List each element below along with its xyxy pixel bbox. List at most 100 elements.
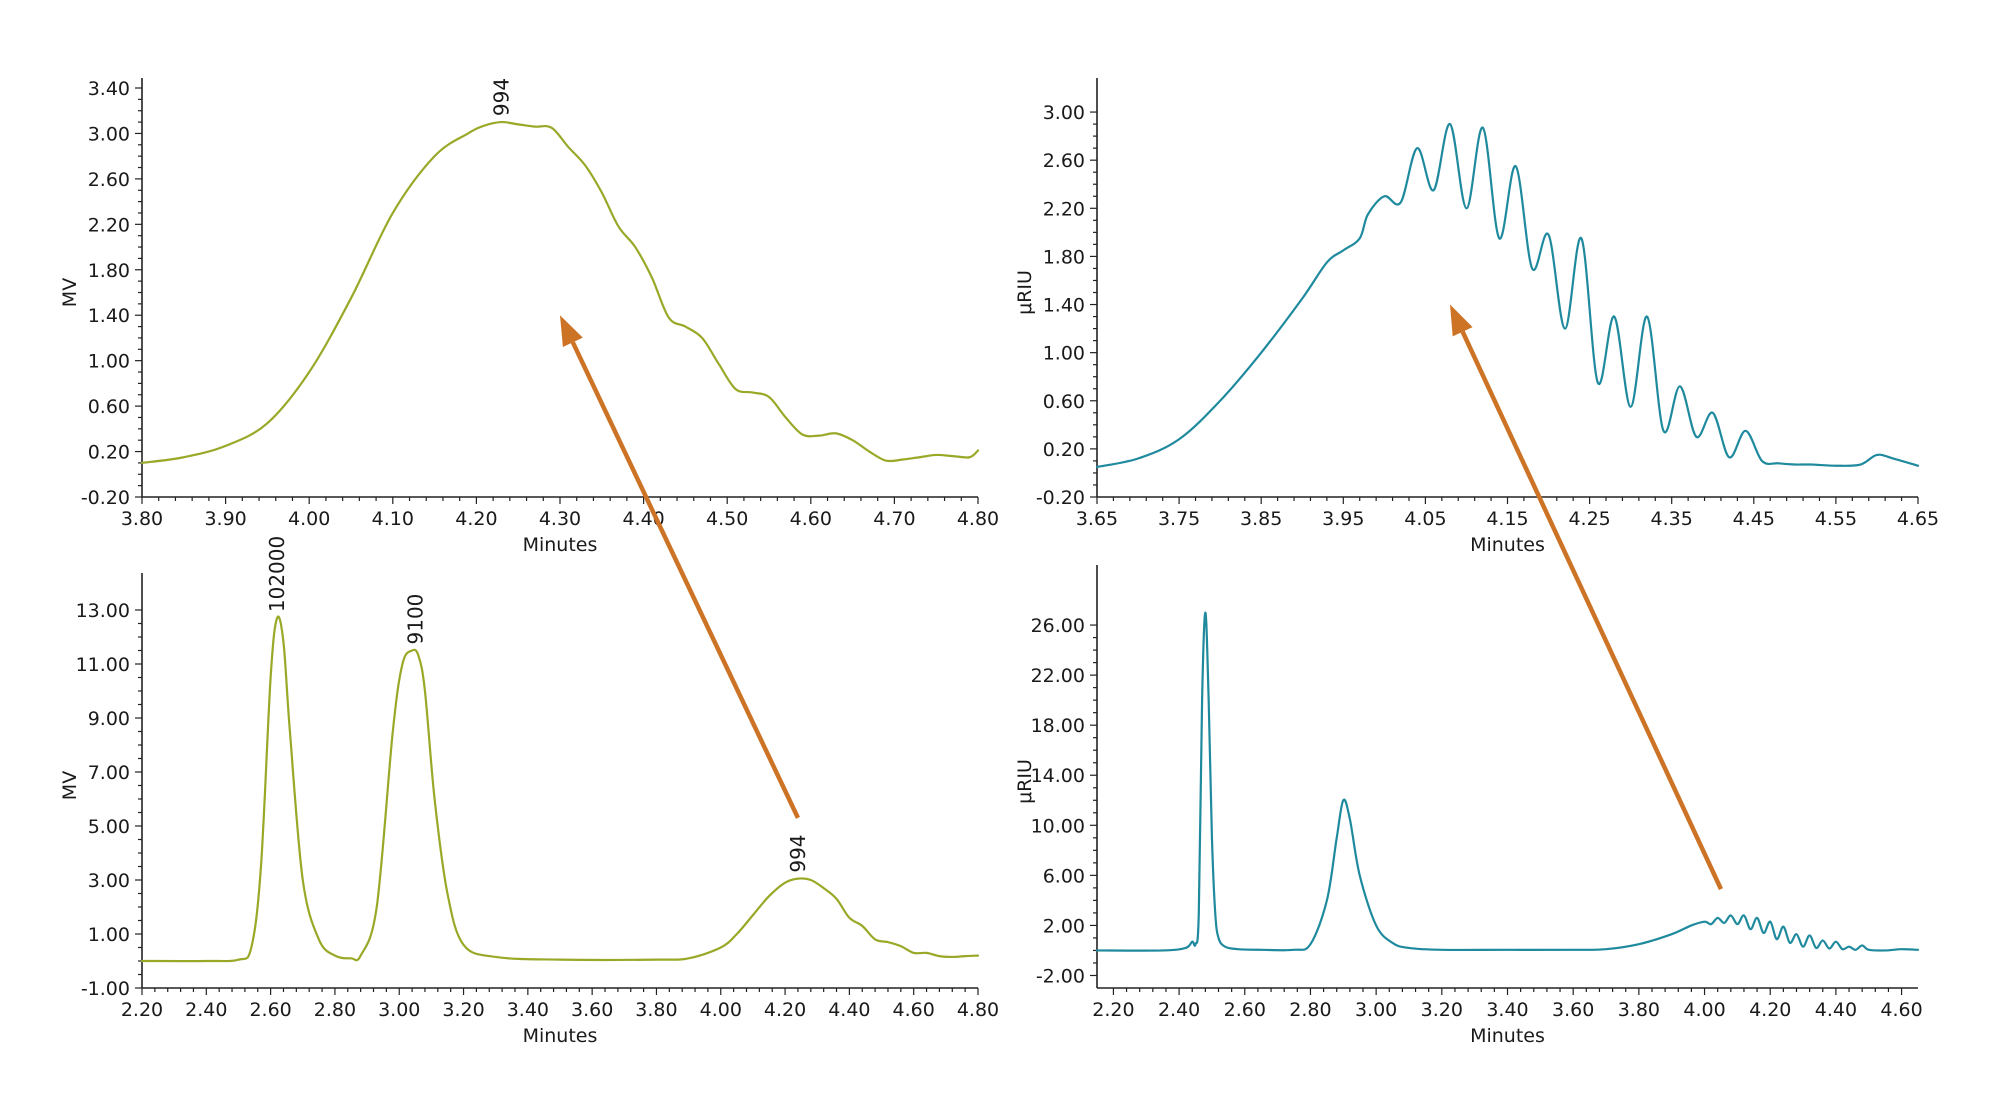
y-axis-title: MV (59, 278, 81, 307)
x-axis-title: Minutes (523, 534, 598, 556)
x-tick-label: 3.20 (1421, 999, 1463, 1021)
y-tick-label: 22.00 (1031, 665, 1085, 687)
x-axis-title: Minutes (1470, 1025, 1545, 1047)
x-tick-label: 4.65 (1897, 508, 1939, 530)
x-tick-label: 4.20 (764, 999, 806, 1021)
y-tick-label: 1.00 (1043, 343, 1085, 365)
x-tick-label: 4.45 (1733, 508, 1775, 530)
peak-label: 102000 (265, 536, 289, 612)
y-tick-label: 7.00 (88, 762, 130, 784)
y-tick-label: 3.00 (1043, 102, 1085, 124)
x-tick-label: 4.25 (1568, 508, 1610, 530)
x-tick-label: 4.80 (957, 508, 999, 530)
y-tick-label: 1.40 (1043, 295, 1085, 317)
x-tick-label: 4.00 (700, 999, 742, 1021)
y-tick-label: 3.00 (88, 123, 130, 145)
x-tick-label: 2.20 (121, 999, 163, 1021)
y-axis-title: MV (59, 771, 81, 800)
y-tick-label: 3.00 (88, 870, 130, 892)
x-tick-label: 3.80 (635, 999, 677, 1021)
y-tick-label: 1.40 (88, 305, 130, 327)
x-tick-label: 4.60 (790, 508, 832, 530)
x-tick-label: 4.00 (288, 508, 330, 530)
y-tick-label: -0.20 (81, 487, 130, 509)
series-line (140, 615, 980, 963)
x-tick-label: 3.00 (1355, 999, 1397, 1021)
x-tick-label: 4.20 (1749, 999, 1791, 1021)
y-tick-label: 2.60 (88, 169, 130, 191)
x-tick-label: 3.75 (1158, 508, 1200, 530)
chart-bottom-right-riu-full: 2.20 2.40 2.60 2.80 3.00 3.20 3.40 3.60 3.80 4.00… (1014, 565, 1923, 1047)
y-tick-label: 14.00 (1031, 765, 1085, 787)
y-tick-label: 1.00 (88, 924, 130, 946)
x-tick-label: 3.65 (1076, 508, 1118, 530)
zoom-arrows (560, 304, 1724, 891)
arrow-head (560, 315, 583, 347)
y-tick-label: 0.60 (88, 396, 130, 418)
x-tick-label: 2.80 (314, 999, 356, 1021)
y-tick-label: 2.20 (1043, 198, 1085, 220)
x-tick-label: 4.00 (1683, 999, 1725, 1021)
peak-label: 994 (489, 78, 513, 116)
x-tick-label: 3.40 (507, 999, 549, 1021)
y-tick-label: 5.00 (88, 816, 130, 838)
x-tick-label: 4.05 (1404, 508, 1446, 530)
arrow-shaft (1460, 330, 1724, 891)
x-tick-label: 4.35 (1651, 508, 1693, 530)
x-tick-label: 4.20 (455, 508, 497, 530)
x-tick-label: 3.85 (1240, 508, 1282, 530)
y-tick-label: 3.40 (88, 78, 130, 100)
y-tick-label: 2.00 (1043, 915, 1085, 937)
x-tick-label: 3.40 (1486, 999, 1528, 1021)
chart-top-right-riu-zoom: 3.65 3.75 3.85 3.95 4.05 4.15 4.25 4.35 4.45 4.55… (1014, 78, 1939, 556)
x-tick-label: 3.80 (121, 508, 163, 530)
x-tick-label: 3.60 (1552, 999, 1594, 1021)
y-tick-label: 0.20 (1043, 439, 1085, 461)
series-line (1095, 611, 1920, 952)
x-tick-label: 4.10 (372, 508, 414, 530)
x-tick-label: 2.60 (1224, 999, 1266, 1021)
y-tick-label: 0.60 (1043, 391, 1085, 413)
y-tick-label: -1.00 (81, 978, 130, 1000)
x-tick-label: 4.70 (873, 508, 915, 530)
x-axis-title: Minutes (523, 1025, 598, 1047)
x-tick-label: 4.55 (1815, 508, 1857, 530)
x-tick-label: 2.80 (1289, 999, 1331, 1021)
x-tick-label: 3.90 (204, 508, 246, 530)
x-axis-title: Minutes (1470, 534, 1545, 556)
y-tick-label: 18.00 (1031, 715, 1085, 737)
y-tick-label: 26.00 (1031, 615, 1085, 637)
x-tick-label: 4.50 (706, 508, 748, 530)
x-tick-label: 3.95 (1322, 508, 1364, 530)
x-tick-label: 4.60 (893, 999, 935, 1021)
y-tick-label: 1.80 (1043, 246, 1085, 268)
x-tick-label: 2.60 (249, 999, 291, 1021)
y-tick-label: 11.00 (76, 654, 130, 676)
y-axis-title: μRIU (1014, 270, 1036, 315)
x-tick-label: 4.40 (1815, 999, 1857, 1021)
y-tick-label: 13.00 (76, 600, 130, 622)
series-line (140, 120, 980, 465)
y-tick-label: 10.00 (1031, 815, 1085, 837)
y-tick-label: 1.00 (88, 351, 130, 373)
y-tick-label: 9.00 (88, 708, 130, 730)
y-tick-label: 2.20 (88, 214, 130, 236)
peak-label: 9100 (403, 594, 427, 645)
y-axis-title: μRIU (1014, 759, 1036, 804)
x-tick-label: 3.00 (378, 999, 420, 1021)
series-line (1095, 122, 1920, 469)
arrow-shaft (570, 341, 800, 819)
x-tick-label: 4.60 (1880, 999, 1922, 1021)
y-tick-label: 2.60 (1043, 150, 1085, 172)
x-tick-label: 2.40 (1158, 999, 1200, 1021)
x-tick-label: 2.40 (185, 999, 227, 1021)
chart-bottom-left-mv-full: 2.20 2.40 2.60 2.80 3.00 3.20 3.40 3.60 3.80 4.00… (59, 536, 999, 1047)
y-tick-label: 6.00 (1043, 865, 1085, 887)
x-tick-label: 3.80 (1618, 999, 1660, 1021)
x-tick-label: 4.30 (539, 508, 581, 530)
x-tick-label: 4.40 (828, 999, 870, 1021)
chart-top-left-mv-zoom: 3.80 3.90 4.00 4.10 4.20 4.30 4.40 4.50 4.60 4.70… (59, 78, 999, 556)
y-tick-label: 0.20 (88, 442, 130, 464)
x-tick-label: 3.60 (571, 999, 613, 1021)
